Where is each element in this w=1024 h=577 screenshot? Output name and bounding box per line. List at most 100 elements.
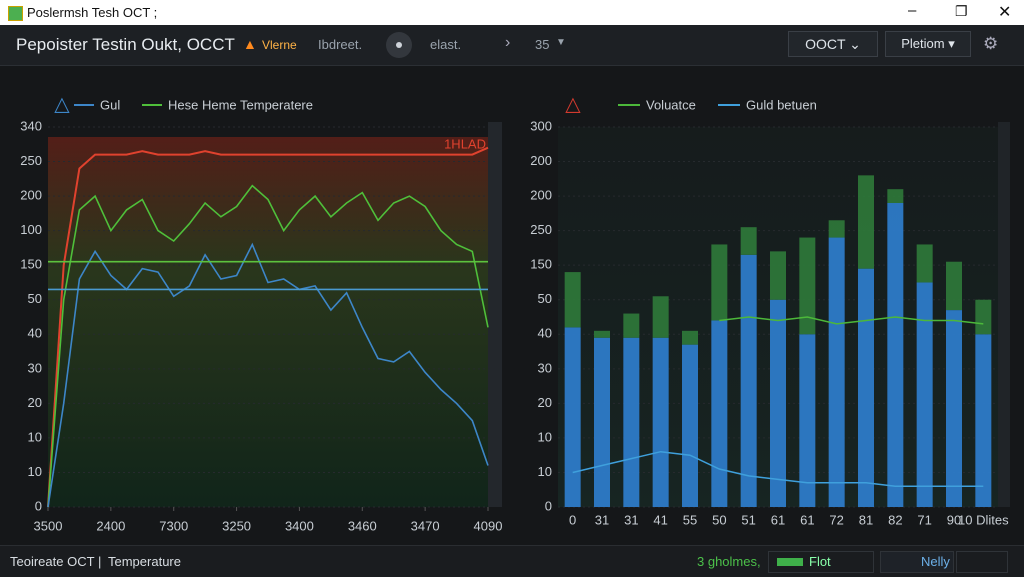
y-tick-label: 40: [28, 326, 42, 341]
y-tick-label: 10: [28, 429, 42, 444]
warning-icon: ▲: [243, 36, 257, 52]
bar-segment: [623, 337, 640, 507]
bar-segment: [828, 237, 845, 507]
y-tick-label: 150: [530, 257, 552, 272]
y-tick-label: 40: [538, 326, 552, 341]
y-tick-label: 200: [530, 188, 552, 203]
legend-icon: △: [54, 93, 70, 115]
x-tick-label: 72: [829, 512, 843, 527]
x-tick-label: 90: [947, 512, 961, 527]
next-arrow[interactable]: ›: [505, 34, 511, 51]
y-tick-label: 200: [530, 153, 552, 168]
x-tick-label: 2400: [96, 518, 125, 533]
minimize[interactable]: –: [908, 2, 917, 19]
bar-segment: [770, 251, 786, 300]
x-tick-label: 3250: [222, 518, 251, 533]
title-bar: Poslermsh Tesh OCT ; – ❐ ✕: [0, 0, 1024, 25]
bar-segment: [740, 227, 757, 255]
status-bar: Teoireate OCT | Temperature 3 gholmes, F…: [0, 545, 1024, 577]
caret: ▼: [556, 37, 566, 48]
bar-segment: [740, 254, 757, 507]
status-text: Teoireate OCT: [10, 554, 95, 569]
status-text: |: [98, 554, 102, 569]
x-tick-label: 31: [624, 512, 638, 527]
scrollbar: [488, 122, 502, 507]
bar-segment: [594, 337, 610, 507]
bar-segment: [858, 268, 874, 507]
dropdown[interactable]: Pletiom ▾: [885, 31, 971, 57]
x-tick-label: 61: [800, 512, 814, 527]
bar-segment: [711, 320, 728, 507]
series-line: [47, 184, 489, 508]
bar-segment: [594, 330, 610, 338]
toolbar: Pepoister Testin Oukt, OCCT ▲ Vlerne Ibd…: [0, 25, 1024, 66]
status-field[interactable]: Nelly: [880, 551, 954, 573]
y-tick-label: 30: [28, 360, 42, 375]
bar-segment: [858, 175, 874, 269]
status-field[interactable]: Flot: [768, 551, 874, 573]
status-field[interactable]: [956, 551, 1008, 573]
tool-item[interactable]: elast.: [430, 37, 462, 52]
bar-segment: [770, 299, 786, 507]
maximize[interactable]: ❐: [955, 3, 968, 19]
bar-segment: [887, 203, 904, 507]
x-tick-label: 55: [683, 512, 697, 527]
y-tick-label: 50: [538, 291, 552, 306]
x-tick-label: 71: [917, 512, 931, 527]
status-text: 3 gholmes,: [697, 554, 761, 569]
settings[interactable]: ⚙: [983, 34, 999, 53]
y-tick-label: 340: [20, 118, 42, 133]
warning-text: Vlerne: [262, 38, 297, 52]
close[interactable]: ✕: [998, 4, 1012, 21]
y-tick-label: 30: [538, 360, 552, 375]
window-title: Poslermsh Tesh OCT ;: [27, 5, 158, 20]
y-tick-label: 100: [20, 222, 42, 237]
y-tick-label: 20: [538, 395, 552, 410]
bar-segment: [916, 244, 933, 283]
bar-segment: [975, 299, 992, 335]
x-tick-label: 3500: [34, 518, 63, 533]
tool-item[interactable]: 35: [535, 37, 550, 52]
x-tick-label: 3470: [411, 518, 440, 533]
status-text: Flot: [809, 554, 831, 569]
x-tick-label: 3400: [285, 518, 314, 533]
scrollbar: [998, 122, 1010, 507]
x-tick-label: 50: [712, 512, 726, 527]
y-tick-label: 300: [530, 118, 552, 133]
bar-segment: [564, 272, 581, 328]
tool-item[interactable]: Ibdreet.: [318, 37, 363, 52]
status-text: Nelly: [921, 554, 950, 569]
bar-segment: [682, 344, 698, 507]
x-tick-label: 81: [859, 512, 873, 527]
x-tick-label: 61: [771, 512, 785, 527]
series-line: [572, 450, 984, 488]
bar-segment: [975, 334, 992, 507]
x-tick-label: 51: [741, 512, 755, 527]
bar-segment: [564, 327, 581, 507]
app-heading: Pepoister Testin Oukt, OCCT: [16, 35, 235, 54]
status-text: Temperature: [108, 554, 181, 569]
annotation: 1HLAD: [444, 136, 486, 151]
y-tick-label: 0: [35, 498, 42, 513]
bar-segment: [682, 330, 698, 345]
y-tick-label: 20: [28, 395, 42, 410]
bar-segment: [799, 237, 816, 335]
legend-label: Guld betuen: [746, 97, 817, 112]
x-tick-label: 10 Dlites: [958, 512, 1009, 527]
series-line: [719, 316, 984, 325]
y-tick-label: 200: [20, 188, 42, 203]
y-tick-label: 250: [20, 153, 42, 168]
series-line: [47, 242, 489, 508]
y-tick-label: 150: [20, 257, 42, 272]
y-tick-label: 10: [538, 429, 552, 444]
legend-label: Hese Heme Temperatere: [168, 97, 313, 112]
dropdown[interactable]: OOCT ⌄: [788, 31, 878, 57]
bar-segment: [916, 282, 933, 507]
y-tick-label: 50: [28, 291, 42, 306]
y-tick-label: 10: [28, 464, 42, 479]
record-button[interactable]: [386, 32, 412, 58]
bar-segment: [946, 261, 962, 311]
dropdown-label: Pletiom: [901, 36, 945, 51]
x-tick-label: 82: [888, 512, 902, 527]
